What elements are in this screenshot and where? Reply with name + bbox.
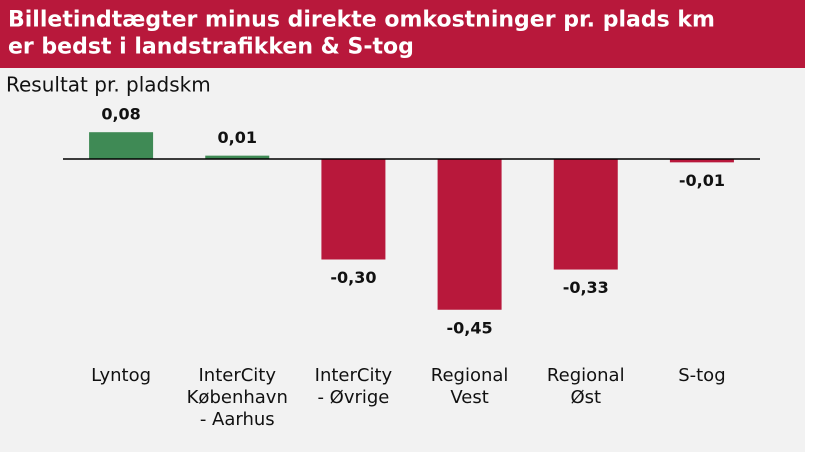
bar: [89, 132, 154, 159]
x-tick-label: InterCity København - Aarhus: [187, 365, 288, 430]
x-tick-label: InterCity - Øvrige: [315, 365, 393, 408]
value-label: -0,45: [447, 318, 493, 337]
value-label: -0,01: [679, 171, 725, 190]
value-label: 0,08: [101, 105, 140, 124]
x-tick-label: S-tog: [678, 365, 725, 386]
bar: [553, 159, 618, 270]
bar: [669, 159, 734, 163]
x-tick-label: Regional Øst: [547, 365, 625, 408]
value-label: -0,30: [330, 268, 376, 287]
bar: [205, 155, 270, 159]
chart-subtitle: Resultat pr. pladskm: [6, 73, 211, 97]
title-banner: [0, 0, 805, 68]
value-label: 0,01: [218, 128, 257, 147]
plot-background: [0, 68, 805, 452]
value-label: -0,33: [563, 278, 609, 297]
bar: [321, 159, 386, 260]
chart-title: Billetindtægter minus direkte omkostning…: [8, 8, 715, 60]
bar: [437, 159, 502, 310]
x-tick-label: Lyntog: [91, 365, 151, 386]
x-tick-label: Regional Vest: [431, 365, 509, 408]
